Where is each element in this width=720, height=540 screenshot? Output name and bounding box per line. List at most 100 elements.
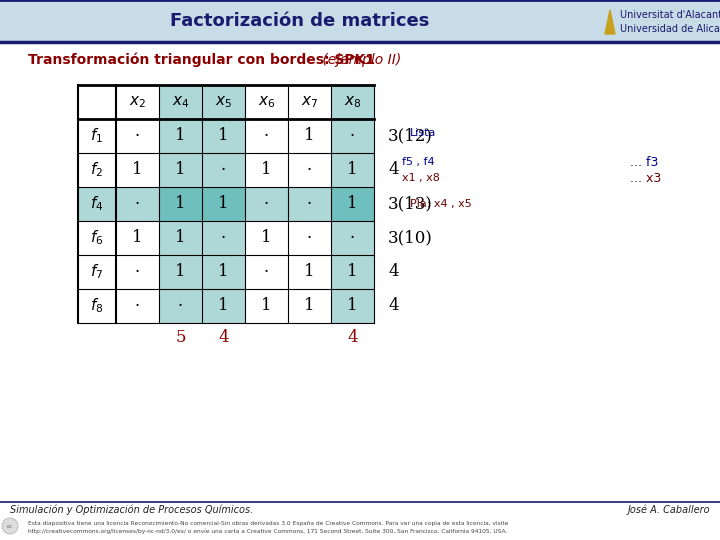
Text: 1: 1 xyxy=(218,127,229,145)
Text: 1: 1 xyxy=(175,161,186,179)
Bar xyxy=(288,119,331,153)
Text: $x_{6}$: $x_{6}$ xyxy=(258,94,275,110)
Bar xyxy=(202,85,245,119)
Bar xyxy=(288,289,331,323)
Text: 4: 4 xyxy=(218,328,229,346)
Text: http://creativecommons.org/licenses/by-nc-nd/3.0/es/ o envíe una carta a Creativ: http://creativecommons.org/licenses/by-n… xyxy=(28,528,508,534)
Bar xyxy=(159,153,202,187)
Text: ·: · xyxy=(221,161,226,179)
Bar xyxy=(288,153,331,187)
Bar xyxy=(245,187,288,221)
Text: $f_{7}$: $f_{7}$ xyxy=(91,262,104,281)
Text: 1: 1 xyxy=(175,264,186,280)
Text: $x_{4}$: $x_{4}$ xyxy=(172,94,189,110)
Text: $f_{6}$: $f_{6}$ xyxy=(90,228,104,247)
Text: 4: 4 xyxy=(388,264,399,280)
Bar xyxy=(78,221,116,255)
Bar xyxy=(245,255,288,289)
Text: ·: · xyxy=(178,298,183,314)
Text: Lista: Lista xyxy=(410,128,436,138)
Text: 5: 5 xyxy=(175,328,186,346)
Bar xyxy=(331,153,374,187)
Text: ·: · xyxy=(350,127,355,145)
Text: $x_{5}$: $x_{5}$ xyxy=(215,94,232,110)
Bar xyxy=(116,289,159,323)
Text: 1: 1 xyxy=(347,161,358,179)
Bar xyxy=(159,85,202,119)
Bar xyxy=(331,119,374,153)
Bar xyxy=(288,85,331,119)
Text: 1: 1 xyxy=(218,264,229,280)
Text: 1: 1 xyxy=(304,298,315,314)
Text: x1 , x8: x1 , x8 xyxy=(402,173,440,183)
Text: 1: 1 xyxy=(218,195,229,213)
Text: $x_{7}$: $x_{7}$ xyxy=(301,94,318,110)
Bar xyxy=(288,187,331,221)
Text: cc: cc xyxy=(7,523,13,529)
Bar xyxy=(331,289,374,323)
Bar xyxy=(331,187,374,221)
Bar xyxy=(78,187,116,221)
Text: Factorización de matrices: Factorización de matrices xyxy=(171,12,430,30)
Text: 1: 1 xyxy=(347,298,358,314)
Bar xyxy=(245,153,288,187)
Text: 1: 1 xyxy=(175,230,186,246)
Text: $f_{1}$: $f_{1}$ xyxy=(91,127,104,145)
Text: 1: 1 xyxy=(132,230,143,246)
Text: ·: · xyxy=(264,264,269,280)
Text: ·: · xyxy=(350,230,355,246)
Text: $x_{8}$: $x_{8}$ xyxy=(343,94,361,110)
Text: 3(13): 3(13) xyxy=(388,195,433,213)
Text: 1: 1 xyxy=(218,298,229,314)
Bar xyxy=(78,119,116,153)
Bar xyxy=(331,221,374,255)
Text: 3(10): 3(10) xyxy=(388,230,433,246)
Text: ·: · xyxy=(307,195,312,213)
Bar xyxy=(159,255,202,289)
Text: Simulación y Optimización de Procesos Químicos.: Simulación y Optimización de Procesos Qu… xyxy=(10,505,253,515)
Bar xyxy=(202,119,245,153)
Text: 1: 1 xyxy=(132,161,143,179)
Text: $x_{2}$: $x_{2}$ xyxy=(129,94,146,110)
Bar xyxy=(116,119,159,153)
Text: 1: 1 xyxy=(347,264,358,280)
Bar xyxy=(245,85,288,119)
Bar xyxy=(245,289,288,323)
Bar xyxy=(202,289,245,323)
Circle shape xyxy=(2,518,18,534)
Bar xyxy=(116,187,159,221)
Text: ·: · xyxy=(135,264,140,280)
Text: $f_{4}$: $f_{4}$ xyxy=(90,194,104,213)
Text: Esta diapositiva tiene una licencia Reconocimiento-No comercial-Sin obras deriva: Esta diapositiva tiene una licencia Reco… xyxy=(28,522,508,526)
Text: 4: 4 xyxy=(388,298,399,314)
Text: 1: 1 xyxy=(175,127,186,145)
Bar xyxy=(0,0,720,42)
Bar xyxy=(78,289,116,323)
Bar xyxy=(159,221,202,255)
Bar xyxy=(159,289,202,323)
Bar xyxy=(78,85,116,119)
Bar xyxy=(245,119,288,153)
Bar xyxy=(116,255,159,289)
Text: 1: 1 xyxy=(175,195,186,213)
Text: ... f3: ... f3 xyxy=(630,156,658,168)
Bar xyxy=(288,255,331,289)
Bar xyxy=(288,221,331,255)
Bar xyxy=(245,221,288,255)
Text: 4: 4 xyxy=(347,328,358,346)
Text: 1: 1 xyxy=(261,161,272,179)
Text: ·: · xyxy=(307,230,312,246)
Bar xyxy=(331,85,374,119)
Text: f5 , f4: f5 , f4 xyxy=(402,157,435,167)
Bar xyxy=(159,119,202,153)
Text: Universidad de Alicante: Universidad de Alicante xyxy=(620,24,720,35)
Text: Universitat d'Alacant: Universitat d'Alacant xyxy=(620,10,720,19)
Bar xyxy=(159,187,202,221)
Polygon shape xyxy=(605,10,615,34)
Text: ·: · xyxy=(264,127,269,145)
Text: Pla: x4 , x5: Pla: x4 , x5 xyxy=(410,199,472,209)
Text: 1: 1 xyxy=(304,264,315,280)
Text: 3(12): 3(12) xyxy=(388,127,433,145)
Bar xyxy=(116,85,159,119)
Text: ... x3: ... x3 xyxy=(630,172,661,185)
